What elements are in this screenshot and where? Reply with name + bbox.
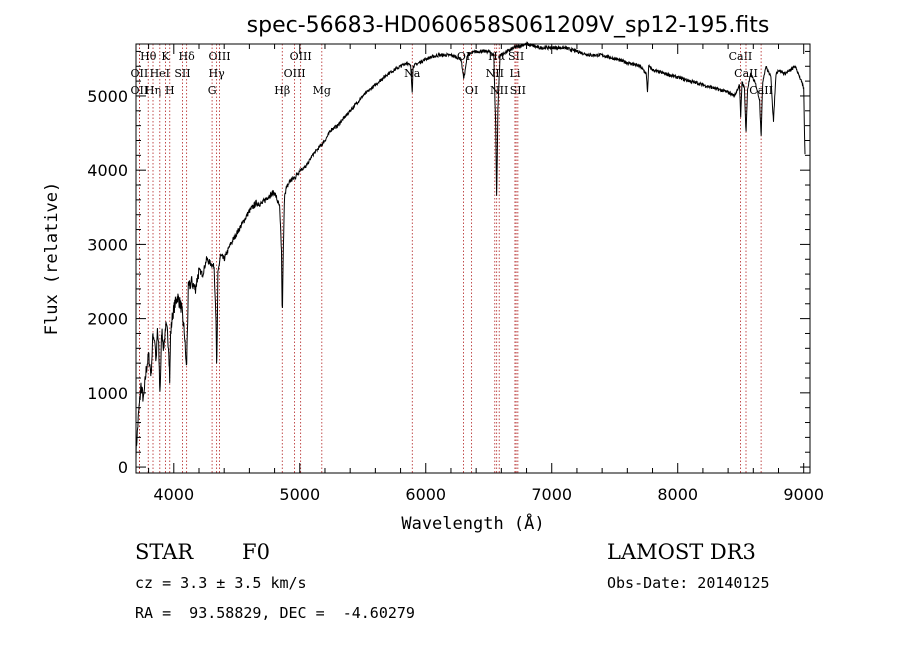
x-tick-label-1: 5000 xyxy=(279,485,320,504)
line-label-12: OIII xyxy=(290,50,312,63)
y-tick-label-0: 0 xyxy=(118,458,128,477)
line-label-14: Hβ xyxy=(274,84,290,97)
object-subclass: F0 xyxy=(242,540,270,564)
x-tick-label-3: 7000 xyxy=(531,485,572,504)
line-label-6: SII xyxy=(174,67,190,80)
x-tick-label-5: 9000 xyxy=(783,485,824,504)
y-axis-label: Flux (relative) xyxy=(42,182,62,336)
line-label-5: K xyxy=(161,50,170,63)
line-label-2: OII xyxy=(131,84,149,97)
line-label-15: Mg xyxy=(313,84,331,97)
y-axis-ticks: 0 1000 2000 3000 4000 5000 xyxy=(87,50,810,477)
line-label-13: OIII xyxy=(284,67,306,80)
line-label-19: Hα xyxy=(488,50,506,63)
line-label-24: SII xyxy=(510,84,526,97)
chart-title: spec-56683-HD060658S061209V_sp12-195.fit… xyxy=(247,13,770,38)
x-tick-label-2: 6000 xyxy=(405,485,446,504)
line-label-11: G xyxy=(208,84,217,97)
coordinates: RA = 93.58829, DEC = -4.60279 xyxy=(135,604,415,622)
y-tick-label-1: 1000 xyxy=(87,384,128,403)
line-label-26: CaII xyxy=(734,67,758,80)
y-tick-label-5: 5000 xyxy=(87,87,128,106)
line-label-3: Hη xyxy=(145,84,161,97)
y-tick-label-2: 2000 xyxy=(87,310,128,329)
line-label-4: HeI xyxy=(150,67,170,80)
x-tick-label-0: 4000 xyxy=(153,485,194,504)
line-label-8: Hδ xyxy=(179,50,196,63)
x-axis-ticks: 4000 5000 6000 7000 8000 9000 xyxy=(148,44,824,504)
x-tick-label-4: 8000 xyxy=(657,485,698,504)
redshift-cz: cz = 3.3 ± 3.5 km/s xyxy=(135,574,307,592)
line-label-10: Hγ xyxy=(209,67,226,80)
line-label-9: OIII xyxy=(208,50,230,63)
survey-name: LAMOST DR3 xyxy=(607,540,756,564)
line-label-7: H xyxy=(165,84,175,97)
line-label-25: CaII xyxy=(729,50,753,63)
line-label-0: Hθ xyxy=(140,50,157,63)
y-tick-label-3: 3000 xyxy=(87,235,128,254)
y-tick-label-4: 4000 xyxy=(87,161,128,180)
line-label-18: OI xyxy=(465,84,478,97)
object-class: STAR xyxy=(135,540,194,564)
line-label-27: CaII xyxy=(749,84,773,97)
line-label-22: Li xyxy=(510,67,521,80)
x-axis-label: Wavelength (Å) xyxy=(401,512,544,534)
spectrum-line xyxy=(135,40,806,459)
observation-date: Obs-Date: 20140125 xyxy=(607,574,770,592)
line-label-20: SII xyxy=(508,50,524,63)
plot-frame xyxy=(135,43,811,474)
